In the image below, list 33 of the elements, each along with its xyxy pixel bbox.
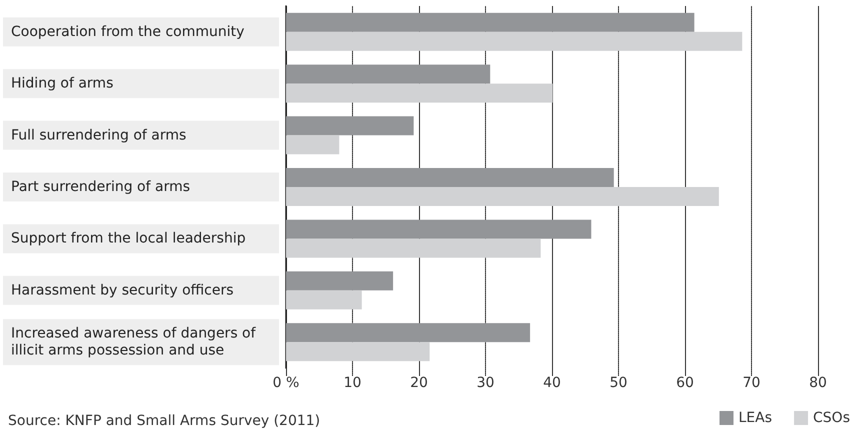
x-tick-label: 20 (410, 375, 428, 391)
source-note: Source: KNFP and Small Arms Survey (2011) (8, 413, 320, 429)
x-tick-label: 10 (344, 375, 362, 391)
bar (286, 290, 362, 310)
y-tick-label: Support from the local leadership (11, 230, 246, 247)
y-tick-label: Full surrendering of arms (11, 127, 186, 144)
x-tick-label: 60 (676, 375, 694, 391)
bar (286, 135, 340, 154)
y-tick-label: Cooperation from the community (11, 24, 244, 40)
bar (286, 116, 414, 136)
legend-label: CSOs (813, 410, 850, 426)
legend-label: LEAs (738, 410, 772, 426)
bar (286, 32, 742, 51)
bar (286, 323, 530, 342)
y-tick-label: Harassment by security officers (11, 282, 234, 298)
x-tick-label: 40 (543, 375, 561, 391)
bar (286, 84, 553, 103)
bar (286, 342, 430, 362)
x-tick-label: 0 % (272, 375, 300, 391)
y-tick-label: Part surrendering of arms (11, 179, 190, 195)
bar (286, 168, 614, 187)
y-tick-label: Increased awareness of dangers of illicit arms possession and use (11, 326, 260, 359)
bar (286, 271, 394, 290)
bar (286, 238, 541, 258)
x-tick-label: 30 (476, 375, 494, 391)
x-tick-label: 50 (610, 375, 628, 391)
x-tick-label: 70 (742, 375, 760, 391)
x-tick-label: 80 (809, 375, 827, 391)
y-tick-label: Hiding of arms (11, 76, 114, 92)
bar (286, 64, 490, 84)
bar (286, 187, 719, 206)
bar (286, 12, 694, 32)
bar (286, 220, 592, 239)
